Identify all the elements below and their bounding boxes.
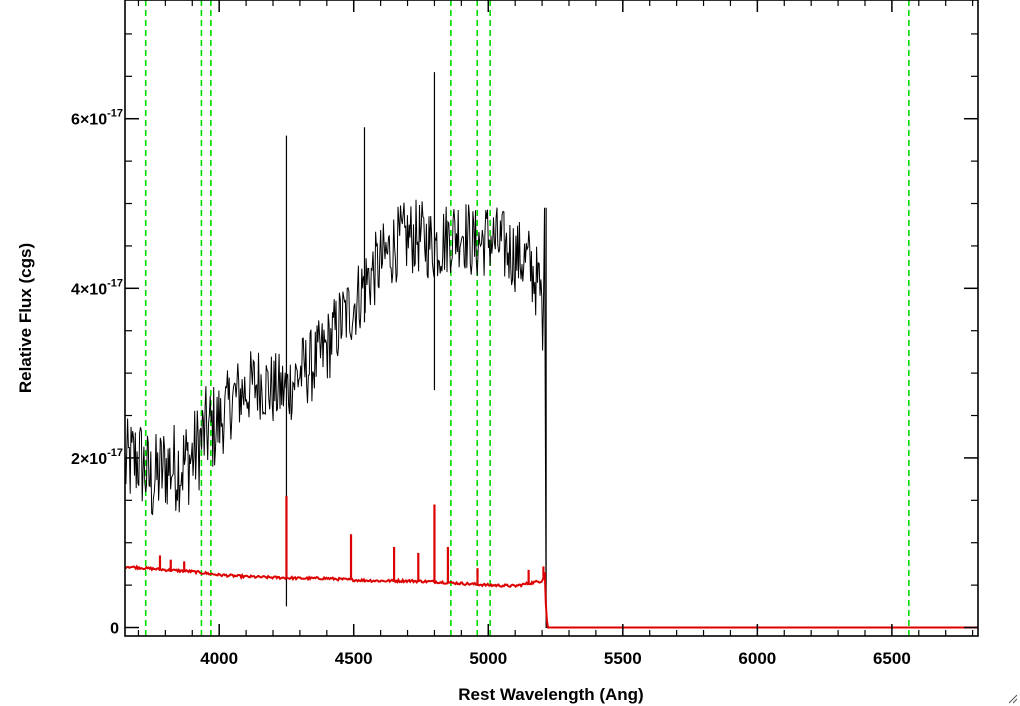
series-line-red bbox=[124, 564, 978, 629]
plot-area bbox=[124, 0, 978, 636]
y-tick-label-0: 0 bbox=[110, 621, 119, 638]
x-tick-label-6000: 6000 bbox=[738, 649, 776, 668]
x-tick-label-4000: 4000 bbox=[200, 649, 238, 668]
y-axis-label: Relative Flux (cgs) bbox=[16, 243, 35, 393]
series-line-black bbox=[124, 199, 978, 628]
y-tick-label-3: 6×10-17 bbox=[71, 108, 123, 129]
plot-frame bbox=[124, 0, 979, 637]
y-tick-label-1: 2×10-17 bbox=[71, 447, 123, 468]
x-tick-label-5500: 5500 bbox=[604, 649, 642, 668]
x-tick-label-5000: 5000 bbox=[469, 649, 507, 668]
resize-grip-icon[interactable] bbox=[1006, 692, 1018, 704]
y-tick-label-2: 4×10-17 bbox=[71, 277, 123, 298]
plot-border bbox=[124, 0, 979, 637]
x-tick-label-4500: 4500 bbox=[335, 649, 373, 668]
series-1 bbox=[124, 496, 978, 629]
x-tick-label-6500: 6500 bbox=[873, 649, 911, 668]
y-axis: 0 2×10-17 4×10-17 6×10-17 bbox=[71, 33, 978, 638]
x-axis-label: Rest Wavelength (Ang) bbox=[458, 685, 643, 704]
x-axis: 4000 4500 5000 5500 6000 6500 bbox=[137, 0, 974, 668]
